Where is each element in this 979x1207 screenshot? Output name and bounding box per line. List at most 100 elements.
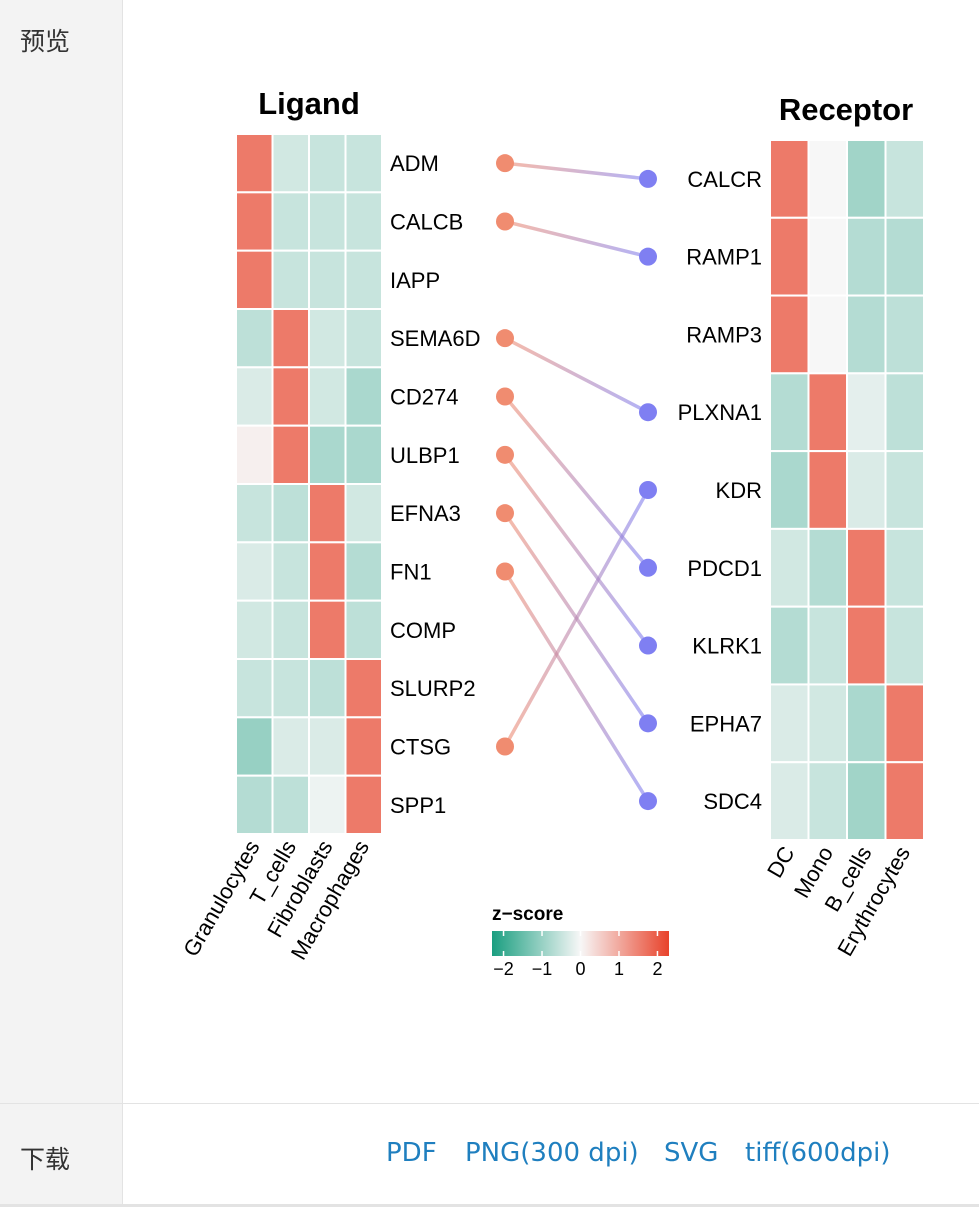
receptor-cell-kdr-b-cells: [846, 450, 887, 530]
legend-tick-label-0: −2: [493, 959, 514, 979]
download-svg-link[interactable]: SVG: [664, 1138, 719, 1168]
ligand-cell-sema6d-t-cells: [271, 308, 310, 369]
ligand-cell-iapp-granulocytes: [235, 249, 274, 311]
ligand-cell-sema6d-granulocytes: [235, 308, 274, 369]
ligand-row-label-comp: COMP: [390, 618, 456, 643]
ligand-cell-ctsg-macrophages: [344, 716, 383, 777]
legend-tick-label-3: 1: [614, 959, 624, 979]
receptor-cell-sdc4-b-cells: [846, 761, 887, 842]
receptor-cell-ramp1-mono: [807, 216, 848, 297]
ligand-row-label-ctsg: CTSG: [390, 735, 451, 760]
ligand-cell-ulbp1-granulocytes: [235, 424, 274, 485]
receptor-point-kdr: [639, 481, 657, 499]
ligand-point-ulbp1: [496, 445, 514, 464]
ligand-cell-adm-macrophages: [344, 133, 383, 194]
receptor-cell-calcr-mono: [807, 139, 848, 219]
ligand-cell-ctsg-fibroblasts: [308, 716, 347, 777]
receptor-cell-klrk1-b-cells: [846, 605, 887, 686]
receptor-row-label-epha7: EPHA7: [690, 711, 762, 736]
receptor-cell-calcr-b-cells: [846, 139, 887, 219]
receptor-cell-pdcd1-dc: [769, 527, 810, 608]
ligand-row-label-sema6d: SEMA6D: [390, 326, 480, 351]
bottom-border: [0, 1204, 979, 1207]
ligand-row-label-fn1: FN1: [390, 560, 432, 585]
receptor-cell-epha7-erythrocytes: [884, 683, 925, 764]
receptor-cell-plxna1-erythrocytes: [884, 372, 925, 453]
ligand-point-calcb: [496, 212, 514, 231]
receptor-cell-sdc4-mono: [807, 761, 848, 842]
receptor-row-label-calcr: CALCR: [687, 167, 762, 192]
preview-label: 预览: [20, 27, 71, 56]
receptor-cell-plxna1-mono: [807, 372, 848, 453]
ligand-cell-comp-fibroblasts: [308, 599, 347, 661]
receptor-cell-sdc4-erythrocytes: [884, 761, 925, 842]
ligand-cell-efna3-granulocytes: [235, 483, 274, 544]
ligand-cell-cd274-t-cells: [271, 366, 310, 427]
link-calcb-ramp1: [504, 219, 649, 259]
ligand-row-label-adm: ADM: [390, 151, 439, 176]
receptor-point-plxna1: [639, 403, 657, 422]
ligand-point-adm: [496, 154, 514, 173]
receptor-point-ramp1: [639, 247, 657, 266]
ligand-cell-sema6d-fibroblasts: [308, 308, 347, 369]
receptor-row-label-kdr: KDR: [716, 478, 762, 503]
ligand-heatmap: Ligand ADM CALCB IAPP SEMA6D CD274 ULBP1 EFNA3 F…: [178, 86, 480, 964]
receptor-cell-pdcd1-mono: [807, 527, 848, 608]
receptor-title: Receptor: [779, 92, 913, 127]
ligand-cell-calcb-t-cells: [271, 191, 310, 252]
legend-tick-label-4: 2: [652, 959, 662, 979]
receptor-heatmap: Receptor CALCR RAMP1 RAMP3 PLXNA1 KDR PDCD1 KLR…: [678, 92, 925, 960]
ligand-cell-spp1-t-cells: [271, 774, 310, 836]
receptor-cell-ramp3-dc: [769, 294, 810, 375]
ligand-cell-adm-t-cells: [271, 133, 310, 194]
download-png-link[interactable]: PNG(300 dpi): [465, 1138, 639, 1168]
receptor-cell-pdcd1-erythrocytes: [884, 527, 925, 608]
download-tiff-link[interactable]: tiff(600dpi): [745, 1138, 891, 1168]
link-fn1-sdc4: [503, 570, 650, 803]
ligand-cell-ulbp1-macrophages: [344, 424, 383, 485]
ligand-point-ctsg: [496, 737, 514, 756]
ligand-point-fn1: [496, 562, 514, 581]
ligand-cell-efna3-fibroblasts: [308, 483, 347, 544]
ligand-row-label-spp1: SPP1: [390, 793, 446, 818]
receptor-row-label-klrk1: KLRK1: [692, 634, 762, 659]
ligand-cell-slurp2-macrophages: [344, 658, 383, 719]
ligand-point-cd274: [496, 387, 514, 406]
ligand-cell-slurp2-t-cells: [271, 658, 310, 719]
ligand-cell-sema6d-macrophages: [344, 308, 383, 369]
legend-tick-label-1: −1: [532, 959, 553, 979]
receptor-cell-plxna1-b-cells: [846, 372, 887, 453]
receptor-point-epha7: [639, 714, 657, 733]
receptor-point-calcr: [639, 169, 657, 188]
ligand-cell-adm-fibroblasts: [308, 133, 347, 194]
ligand-cell-calcb-macrophages: [344, 191, 383, 252]
receptor-cell-epha7-dc: [769, 683, 810, 764]
receptor-row-label-pdcd1: PDCD1: [687, 556, 762, 581]
receptor-cell-epha7-mono: [807, 683, 848, 764]
ligand-cell-spp1-granulocytes: [235, 774, 274, 836]
receptor-cell-sdc4-dc: [769, 761, 810, 842]
link-cd274-pdcd1: [503, 395, 650, 569]
receptor-row-label-ramp3: RAMP3: [686, 322, 762, 347]
receptor-row-label-sdc4: SDC4: [703, 789, 762, 814]
ligand-cell-ctsg-granulocytes: [235, 716, 274, 777]
ligand-row-label-iapp: IAPP: [390, 268, 440, 293]
ligand-title: Ligand: [258, 86, 360, 121]
ligand-cell-adm-granulocytes: [235, 133, 274, 194]
links: [496, 154, 657, 811]
download-pdf-link[interactable]: PDF: [386, 1138, 437, 1168]
ligand-cell-ctsg-t-cells: [271, 716, 310, 777]
ligand-cell-iapp-fibroblasts: [308, 249, 347, 311]
receptor-cell-kdr-dc: [769, 450, 810, 530]
ligand-cell-slurp2-granulocytes: [235, 658, 274, 719]
ligand-cell-iapp-macrophages: [344, 249, 383, 311]
ligand-row-label-ulbp1: ULBP1: [390, 443, 460, 468]
link-ctsg-kdr: [503, 489, 650, 748]
ligand-cell-efna3-macrophages: [344, 483, 383, 544]
ligand-cell-cd274-granulocytes: [235, 366, 274, 427]
ligand-cell-comp-t-cells: [271, 599, 310, 661]
ligand-cell-calcb-granulocytes: [235, 191, 274, 252]
ligand-row-label-efna3: EFNA3: [390, 501, 461, 526]
legend-tick-label-2: 0: [575, 959, 585, 979]
ligand-row-label-slurp2: SLURP2: [390, 676, 476, 701]
